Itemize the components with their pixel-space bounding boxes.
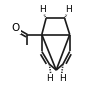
Text: O: O [11, 23, 20, 33]
Text: H: H [39, 5, 46, 14]
Text: H: H [46, 74, 53, 83]
Text: H: H [46, 74, 53, 83]
Text: H: H [60, 74, 66, 83]
Text: H: H [65, 5, 71, 14]
Text: H: H [60, 74, 66, 83]
Text: H: H [39, 5, 46, 14]
Text: H: H [65, 5, 71, 14]
